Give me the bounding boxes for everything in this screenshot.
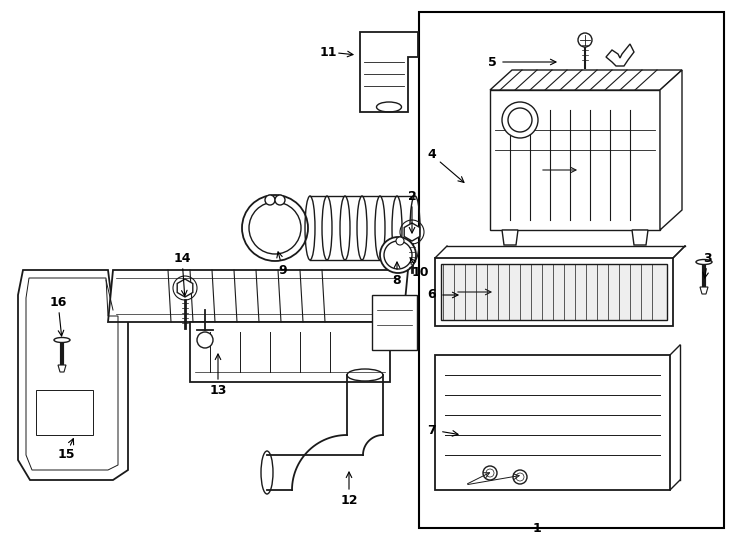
Polygon shape <box>18 270 128 480</box>
Bar <box>435 258 673 326</box>
Text: 7: 7 <box>428 423 437 436</box>
Text: 2: 2 <box>407 190 416 202</box>
Text: 3: 3 <box>704 252 712 265</box>
Circle shape <box>197 332 213 348</box>
Circle shape <box>396 237 404 245</box>
Text: 5: 5 <box>487 56 496 69</box>
Bar <box>372 295 417 350</box>
Polygon shape <box>606 44 634 66</box>
Text: 10: 10 <box>411 266 429 279</box>
Text: 13: 13 <box>209 383 227 396</box>
Bar <box>419 12 724 528</box>
Ellipse shape <box>696 260 712 265</box>
Circle shape <box>513 470 527 484</box>
Text: 12: 12 <box>341 494 357 507</box>
Circle shape <box>275 195 285 205</box>
Bar <box>190 322 390 382</box>
Text: 11: 11 <box>319 45 337 58</box>
Circle shape <box>578 33 592 47</box>
Polygon shape <box>502 230 518 245</box>
Polygon shape <box>632 230 648 245</box>
Circle shape <box>502 102 538 138</box>
Ellipse shape <box>54 338 70 342</box>
Polygon shape <box>700 287 708 294</box>
Text: 14: 14 <box>173 252 191 265</box>
Circle shape <box>380 237 416 273</box>
Text: 9: 9 <box>279 264 287 276</box>
Text: 6: 6 <box>428 288 436 301</box>
Circle shape <box>483 466 497 480</box>
Bar <box>435 355 670 490</box>
Polygon shape <box>490 70 682 90</box>
Text: 1: 1 <box>533 522 542 535</box>
Text: 4: 4 <box>428 148 437 161</box>
Circle shape <box>242 195 308 261</box>
Bar <box>441 264 667 320</box>
Polygon shape <box>490 90 660 230</box>
Polygon shape <box>660 70 682 230</box>
Polygon shape <box>58 365 66 372</box>
Polygon shape <box>177 279 193 297</box>
Polygon shape <box>404 223 420 241</box>
Circle shape <box>265 195 275 205</box>
Text: 16: 16 <box>49 295 67 308</box>
Text: 15: 15 <box>57 449 75 462</box>
Polygon shape <box>360 32 418 112</box>
Text: 8: 8 <box>393 273 401 287</box>
Polygon shape <box>108 270 408 322</box>
